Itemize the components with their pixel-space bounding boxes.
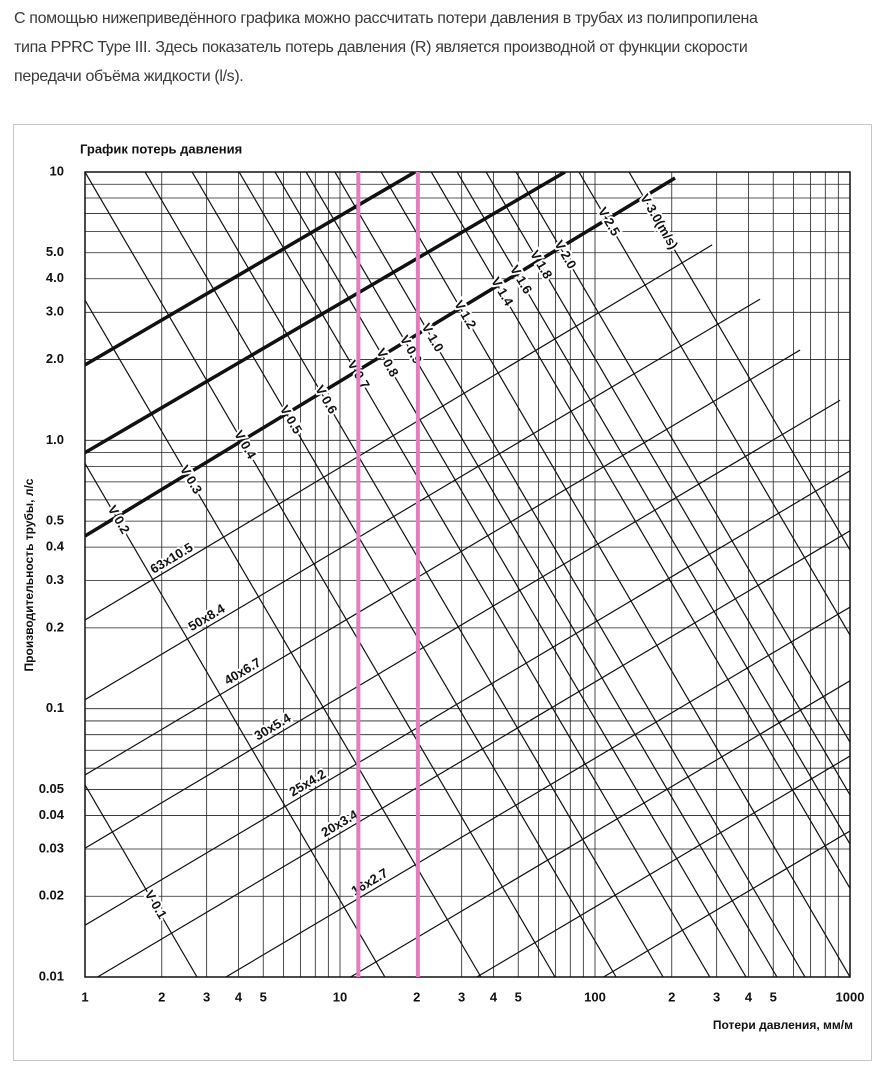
pipe-label: 30x5.4	[252, 710, 295, 744]
y-tick-label: 4.0	[46, 270, 64, 285]
x-tick-label: 2	[158, 989, 165, 1004]
y-tick-label: 5.0	[46, 244, 64, 259]
y-tick-label: 1.0	[46, 432, 64, 447]
velocity-line	[578, 172, 850, 636]
grid	[84, 171, 851, 978]
velocity-line	[485, 172, 850, 796]
y-tick-label: 0.02	[39, 888, 64, 903]
velocity-label: V 0.6	[312, 383, 340, 417]
intro-line: С помощью нижеприведённого графика можно…	[14, 10, 758, 27]
y-tick-label: 0.3	[46, 572, 64, 587]
velocity-line	[238, 172, 711, 977]
x-tick-label: 2	[413, 989, 420, 1004]
x-tick-label: 5	[770, 989, 777, 1004]
velocity-label: V 1.4	[488, 275, 517, 309]
x-tick-label: 5	[260, 989, 267, 1004]
velocity-line	[456, 172, 850, 845]
pipe-line	[225, 606, 850, 977]
velocity-line	[85, 784, 198, 977]
x-tick-label: 1000	[836, 989, 865, 1004]
x-tick-label: 1	[81, 989, 88, 1004]
line-labels: 1 2 3 4 5 10 2 3 4 5 100 2 3 4 5 1000 10 5.0 4.0 3.0 2.0 1.0 0…	[39, 163, 865, 1004]
velocity-label: V 0.1	[142, 888, 170, 922]
velocity-line	[85, 299, 482, 977]
pipe-line	[85, 470, 850, 926]
pipe-line	[85, 172, 416, 367]
y-tick-label: 0.05	[39, 781, 64, 796]
x-tick-label: 100	[584, 989, 606, 1004]
velocity-line	[85, 463, 386, 977]
velocity-label: V 1.2	[451, 298, 479, 332]
velocity-label: V 0.5	[277, 403, 305, 437]
y-tick-label: 0.2	[46, 619, 64, 634]
velocity-line	[85, 172, 556, 977]
x-axis-label: Потери давления, мм/м	[713, 1018, 853, 1032]
y-tick-label: 0.04	[39, 807, 65, 822]
velocity-line	[628, 172, 850, 551]
pipe-line	[85, 399, 841, 849]
pipe-line	[350, 680, 850, 977]
x-tick-label: 3	[203, 989, 210, 1004]
y-axis-label: Производительность трубы, л/с	[22, 478, 36, 671]
pipe-line	[97, 530, 850, 977]
velocity-line	[430, 172, 850, 889]
x-tick-label: 10	[333, 989, 347, 1004]
velocity-label: V 2.5	[595, 205, 623, 239]
velocity-line	[305, 172, 778, 977]
velocity-line	[274, 172, 747, 977]
y-tick-label: 2.0	[46, 351, 64, 366]
pipe-line	[85, 244, 713, 621]
y-tick-label: 0.1	[46, 700, 64, 715]
x-tick-label: 4	[235, 989, 243, 1004]
velocity-label: V 0.9	[397, 333, 425, 367]
intro-line: передачи объёма жидкости (l/s).	[14, 68, 243, 85]
y-tick-label: 10	[50, 163, 64, 178]
velocity-label: V 0.8	[374, 346, 402, 380]
x-tick-label: 4	[490, 989, 498, 1004]
velocity-label: V 1.0	[419, 321, 447, 355]
plot-frame	[84, 171, 851, 978]
x-tick-label: 4	[745, 989, 753, 1004]
y-tick-label: 3.0	[46, 304, 64, 319]
plot-lines	[85, 172, 850, 977]
y-tick-label: 0.01	[39, 968, 64, 983]
pipe-line	[85, 176, 676, 538]
chart-title: График потерь давления	[80, 141, 242, 156]
x-tick-label: 3	[713, 989, 720, 1004]
x-tick-label: 3	[458, 989, 465, 1004]
velocity-label: V 3.0(m/s)	[637, 191, 681, 252]
x-tick-label: 2	[668, 989, 675, 1004]
velocity-line	[191, 172, 664, 977]
pipe-line	[85, 298, 761, 701]
velocity-line	[334, 172, 806, 977]
pipe-label: 25x4.2	[287, 766, 329, 799]
pipe-line	[603, 830, 850, 977]
velocity-line	[515, 172, 850, 743]
intro-line: типа PPRC Type III. Здесь показатель пот…	[14, 39, 747, 56]
chart-panel	[13, 124, 872, 1061]
y-tick-label: 0.4	[46, 539, 65, 554]
pipe-line	[476, 755, 850, 977]
velocity-line	[144, 172, 617, 977]
pipe-label: 40x6.7	[222, 655, 264, 688]
x-tick-label: 5	[515, 989, 522, 1004]
pipe-label: 16x2.7	[349, 865, 391, 898]
y-tick-label: 0.5	[46, 513, 64, 528]
y-tick-label: 0.03	[39, 840, 64, 855]
velocity-line	[380, 172, 850, 977]
pipe-line	[85, 349, 801, 776]
